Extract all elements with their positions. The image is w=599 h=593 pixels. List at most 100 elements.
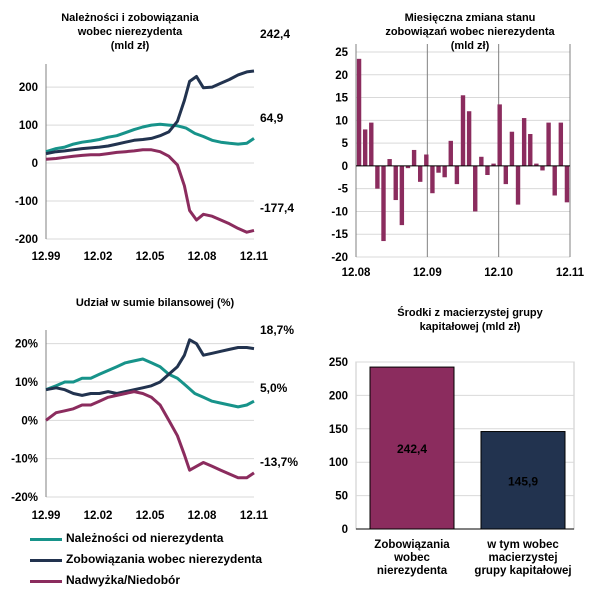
- y-tick-label: -20: [331, 252, 348, 264]
- end-value-label: -13,7%: [260, 455, 298, 469]
- bar: [546, 122, 551, 166]
- bar: [473, 165, 478, 212]
- bar: [375, 165, 380, 189]
- y-tick-label: 250: [329, 357, 348, 369]
- x-tick-label: 12.99: [32, 510, 61, 522]
- bar: [509, 131, 515, 166]
- x-tick-label: 12.08: [188, 251, 217, 263]
- x-tick-label: 12.99: [32, 251, 61, 263]
- legend-swatch-receivables: [30, 538, 62, 541]
- bar: [540, 165, 545, 171]
- x-tick-label: 12.11: [556, 267, 585, 279]
- bar: [491, 163, 496, 166]
- category-label: w tym wobec: [486, 539, 559, 551]
- chart-title: kapitałowej (mld zł): [420, 321, 521, 333]
- bar-value-label: 242,4: [397, 442, 427, 456]
- y-tick-label: 10: [335, 115, 348, 127]
- x-tick-label: 12.02: [84, 510, 113, 522]
- y-tick-label: 200: [19, 82, 38, 94]
- bar: [369, 122, 374, 166]
- bar: [387, 159, 392, 166]
- y-tick-label: -5: [338, 184, 349, 196]
- end-value-label: 64,9: [260, 111, 284, 125]
- series-line-liabilities: [45, 69, 255, 156]
- series-line-receivables: [45, 357, 255, 409]
- y-tick-label: 10%: [15, 377, 38, 389]
- bar: [521, 118, 527, 166]
- legend-swatch-liabilities: [30, 559, 62, 562]
- chart-title: Udział w sumie bilansowej (%): [76, 297, 235, 309]
- bar: [479, 156, 484, 166]
- bar: [480, 431, 566, 530]
- series-line-liabilities: [45, 338, 255, 397]
- chart-title: wobec nierezydenta: [77, 26, 183, 38]
- series-line-balance: [45, 148, 255, 234]
- series-line-receivables: [45, 122, 255, 154]
- end-value-label: -177,4: [260, 201, 294, 215]
- bar: [552, 165, 557, 196]
- bar: [430, 165, 435, 194]
- bar: [515, 165, 521, 205]
- chart-title: Należności i zobowiązania: [61, 12, 199, 24]
- bar: [417, 165, 423, 182]
- y-tick-label: -200: [15, 234, 38, 246]
- legend-item-liabilities: Zobowiązania wobec nierezydenta: [26, 550, 316, 571]
- bar: [460, 95, 466, 166]
- y-tick-label: 0: [32, 158, 38, 170]
- y-tick-label: -10: [331, 206, 348, 218]
- x-tick-label: 12.09: [413, 267, 442, 279]
- bar: [485, 165, 490, 175]
- bar: [362, 129, 368, 166]
- bar: [528, 134, 533, 166]
- x-tick-label: 12.11: [240, 510, 269, 522]
- legend-label: Zobowiązania wobec nierezydenta: [66, 552, 263, 566]
- y-tick-label: 20%: [15, 339, 38, 351]
- bar: [497, 104, 502, 166]
- end-value-label: 18,7%: [260, 323, 294, 337]
- chart-title: Miesięczna zmiana stanu: [405, 12, 536, 24]
- legend-item-balance: Nadwyżka/Niedobór: [26, 571, 316, 592]
- y-tick-label: 200: [329, 390, 348, 402]
- chart-title: Środki z macierzystej grupy: [397, 306, 543, 319]
- y-tick-label: 0: [342, 524, 348, 536]
- bar: [381, 165, 386, 242]
- bar: [558, 122, 564, 166]
- bar: [436, 165, 441, 173]
- bar: [369, 366, 455, 530]
- x-tick-label: 12.11: [240, 251, 269, 263]
- bar: [424, 154, 429, 166]
- y-tick-label: -10%: [11, 454, 38, 466]
- y-tick-label: -100: [15, 196, 38, 208]
- y-tick-label: 25: [335, 47, 348, 59]
- bar-value-label: 145,9: [508, 474, 538, 488]
- legend: Należności od nierezydenta Zobowiązania …: [26, 529, 316, 592]
- category-label: wobec: [393, 552, 430, 564]
- legend-label: Należności od nierezydenta: [66, 531, 224, 545]
- y-tick-label: 5: [342, 138, 349, 150]
- bar: [466, 111, 472, 166]
- bar: [503, 165, 509, 185]
- bar: [454, 165, 460, 185]
- bar: [448, 140, 453, 166]
- x-tick-label: 12.02: [84, 251, 113, 263]
- x-tick-label: 12.08: [188, 510, 217, 522]
- y-tick-label: 100: [329, 457, 348, 469]
- y-tick-label: 20: [335, 70, 348, 82]
- y-tick-label: 15: [335, 93, 348, 105]
- x-tick-label: 12.10: [484, 267, 513, 279]
- chart-title: zobowiązań wobec nierezydenta: [385, 26, 555, 38]
- end-value-label: 242,4: [260, 27, 290, 41]
- chart-title: (mld zł): [111, 40, 150, 52]
- category-label: Zobowiązania: [374, 539, 450, 551]
- legend-item-receivables: Należności od nierezydenta: [26, 529, 316, 550]
- y-tick-label: -15: [331, 229, 348, 241]
- y-tick-label: 0%: [21, 415, 38, 427]
- y-tick-label: -20%: [11, 492, 38, 504]
- category-label: macierzystej: [488, 552, 557, 564]
- legend-label: Nadwyżka/Niedobór: [66, 573, 181, 587]
- bar: [405, 165, 411, 169]
- bar: [411, 149, 417, 166]
- bar: [534, 163, 539, 166]
